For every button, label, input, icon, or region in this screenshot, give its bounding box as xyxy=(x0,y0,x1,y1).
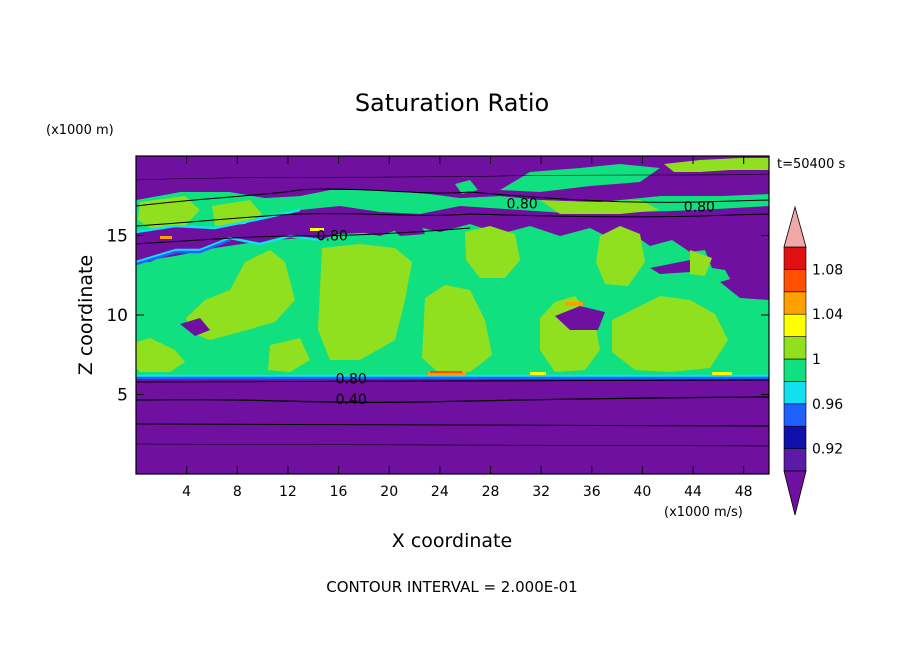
x-tick-label: 32 xyxy=(532,484,550,500)
colorbar-tick-label: 0.92 xyxy=(812,442,843,458)
colorbar-tick-label: 1.08 xyxy=(812,262,843,278)
contour-interval-note: CONTOUR INTERVAL = 2.000E-01 xyxy=(326,578,577,596)
x-tick-label: 40 xyxy=(633,484,651,500)
dry-intrusions xyxy=(180,222,769,336)
colorbar: 0.92 0.96 1 1.04 1.08 xyxy=(783,205,843,516)
time-label: t=50400 s xyxy=(777,157,845,172)
x-tick-label: 12 xyxy=(279,484,297,500)
x-tick-label: 16 xyxy=(330,484,348,500)
x-tick-label: 24 xyxy=(431,484,449,500)
colorbar-level xyxy=(783,246,807,270)
y-tick-label: 10 xyxy=(106,306,128,326)
colorbar-level xyxy=(783,358,807,382)
x-axis: 4 8 12 16 20 24 28 32 36 40 44 48 xyxy=(182,156,753,500)
top-cloud-pocket-2 xyxy=(455,180,478,194)
top-cloud-pocket-1 xyxy=(500,164,660,192)
x-tick-label: 44 xyxy=(684,484,702,500)
colorbar-level xyxy=(783,336,807,360)
colorbar-level xyxy=(783,448,807,472)
x-tick-label: 8 xyxy=(233,484,242,500)
colorbar-over-arrow xyxy=(783,205,807,248)
y-axis-label: Z coordinate xyxy=(75,255,97,375)
contour-labels: 0.80 0.80 0.80 0.80 0.40 xyxy=(317,196,715,408)
cloud-layer-upper xyxy=(136,190,769,232)
x-unit-label: (x1000 m/s) xyxy=(664,505,743,520)
colorbar-level xyxy=(783,425,807,449)
x-tick-label: 48 xyxy=(735,484,753,500)
x-tick-label: 36 xyxy=(583,484,601,500)
x-axis-label: X coordinate xyxy=(392,530,512,552)
colorbar-under-arrow xyxy=(783,470,807,516)
chart-title: Saturation Ratio xyxy=(355,89,549,117)
contour-label: 0.80 xyxy=(336,371,367,387)
y-axis: 5 10 15 xyxy=(106,227,769,406)
colorbar-level xyxy=(783,291,807,315)
colorbar-tick-label: 1 xyxy=(812,352,821,368)
y-unit-label: (x1000 m) xyxy=(46,123,114,138)
top-cloud-pocket-3 xyxy=(664,158,769,172)
contour-label: 0.80 xyxy=(507,196,538,212)
colorbar-level xyxy=(783,313,807,337)
dry-lower-region xyxy=(136,380,769,474)
colorbar-level xyxy=(783,269,807,293)
x-tick-label: 20 xyxy=(380,484,398,500)
colorbar-level xyxy=(783,381,807,405)
supersaturated-patches xyxy=(136,226,728,374)
contour-label: 0.40 xyxy=(336,392,367,408)
colorbar-tick-label: 1.04 xyxy=(812,307,843,323)
colorbar-level xyxy=(783,403,807,427)
colorbar-tick-label: 0.96 xyxy=(812,397,843,413)
dry-band-mid xyxy=(136,206,769,262)
x-tick-label: 28 xyxy=(482,484,500,500)
y-tick-label: 5 xyxy=(117,386,128,406)
contour-label: 0.80 xyxy=(684,200,715,216)
y-tick-label: 15 xyxy=(106,227,128,247)
contour-label: 0.80 xyxy=(317,228,348,244)
supersaturation-spots xyxy=(160,228,732,376)
contour-field xyxy=(136,156,769,474)
x-tick-label: 4 xyxy=(182,484,191,500)
